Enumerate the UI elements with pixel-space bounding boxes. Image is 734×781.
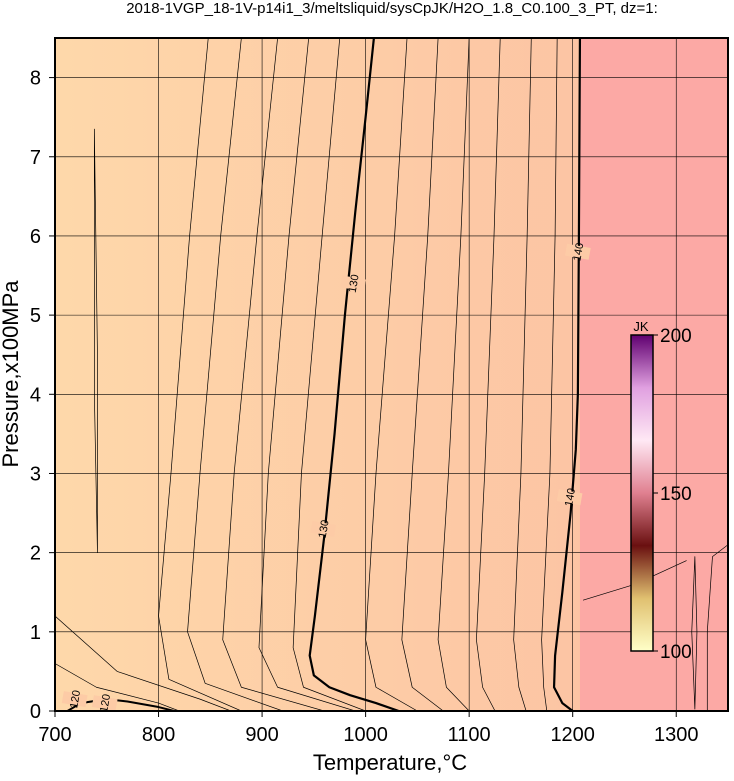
thin-contour [55, 615, 232, 711]
x-tick-label: 1300 [654, 724, 699, 746]
contour-label: 130 [317, 519, 332, 539]
thin-contour [401, 38, 444, 711]
contour-line [552, 38, 582, 711]
contour-label: 130 [347, 274, 362, 294]
region [579, 38, 728, 711]
thin-contour [187, 38, 283, 711]
x-tick-label: 700 [38, 724, 71, 746]
y-tick-label: 4 [30, 384, 41, 406]
contour-label: 140 [571, 242, 586, 262]
chart-title: 2018-1VGP_18-1V-p14i1_3/meltsliquid/sysC… [126, 0, 658, 17]
contour-label-bg [310, 520, 337, 537]
contour-label-bg [556, 489, 583, 506]
y-axis-label: Pressure,x100MPa [0, 280, 23, 468]
thin-contour [258, 38, 356, 711]
colorbar-tick-label: 150 [660, 484, 692, 505]
y-tick-label: 3 [30, 463, 41, 485]
contours: 120 120 130 130 140 140 [55, 38, 728, 713]
contour-label: 120 [68, 689, 83, 709]
thin-contour [513, 38, 532, 711]
y-tick-label: 2 [30, 543, 41, 565]
thin-contour [365, 38, 418, 711]
thin-contour [437, 38, 470, 711]
colorbar-title: JK [633, 319, 649, 334]
thin-contour [93, 128, 98, 553]
thin-contour [292, 38, 366, 711]
contour-label-bg [565, 243, 591, 260]
thin-contour [706, 544, 728, 711]
colorbar-tick-label: 100 [660, 642, 692, 663]
y-tick-label: 6 [30, 226, 41, 248]
thin-contour [476, 38, 501, 711]
contour-label-bg [340, 275, 367, 292]
colorbar [630, 334, 654, 652]
y-tick-label: 7 [30, 147, 41, 169]
y-tick-label: 5 [30, 305, 41, 327]
thin-contour [222, 38, 325, 711]
y-tick-label: 8 [30, 68, 41, 90]
plot-frame [54, 37, 729, 712]
colorbar-tick-label: 200 [660, 326, 692, 347]
y-tick-label: 0 [30, 701, 41, 723]
x-tick-label: 900 [245, 724, 278, 746]
x-tick-label: 1200 [550, 724, 595, 746]
thin-contour [55, 663, 180, 711]
x-tick-label: 1100 [448, 724, 491, 746]
thin-contour [691, 556, 698, 710]
contour-line [308, 38, 400, 711]
contour-label-bg [91, 695, 118, 711]
y-tick-label: 1 [30, 622, 41, 644]
thin-contour [541, 38, 558, 711]
contour-label: 120 [98, 693, 113, 713]
thin-contour [158, 38, 242, 711]
contour-label-bg [61, 691, 88, 708]
x-tick-label: 1000 [343, 724, 388, 746]
x-tick-label: 800 [142, 724, 175, 746]
x-axis-label: Temperature,°C [313, 750, 467, 775]
contour-label: 140 [563, 487, 578, 507]
